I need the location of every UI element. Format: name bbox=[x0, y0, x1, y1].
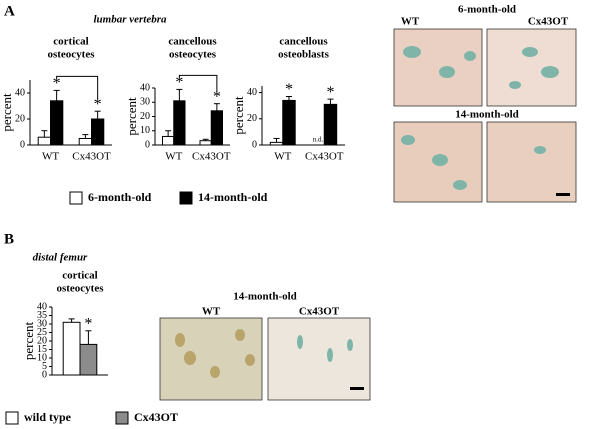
legend-swatch bbox=[69, 191, 83, 205]
image-label: WT bbox=[401, 16, 420, 28]
bar bbox=[210, 110, 223, 146]
panel-letter: A bbox=[4, 3, 15, 19]
legend-swatch bbox=[115, 411, 129, 425]
legend-label: 14-month-old bbox=[198, 190, 268, 204]
panel-letter: B bbox=[4, 231, 14, 247]
x-tick-label: WT bbox=[42, 151, 59, 163]
y-tick-label: 25 bbox=[37, 327, 47, 338]
chart-title: cancellous bbox=[168, 36, 217, 48]
bar bbox=[282, 99, 296, 146]
bar bbox=[50, 100, 64, 146]
value-label: n.d. bbox=[313, 136, 324, 144]
y-tick-label: 40 bbox=[15, 87, 25, 98]
y-tick-label: 5 bbox=[42, 361, 47, 372]
y-tick-label: 40 bbox=[247, 87, 257, 98]
region-label: distal femur bbox=[33, 252, 88, 264]
bracket bbox=[56, 75, 99, 100]
y-tick-label: 35 bbox=[37, 310, 47, 321]
bar bbox=[79, 343, 98, 376]
significance-marker: * bbox=[53, 75, 61, 92]
chart-title: cancellous bbox=[279, 36, 328, 48]
significance-marker: * bbox=[84, 315, 92, 332]
significance-marker: * bbox=[175, 74, 183, 91]
significance-marker: * bbox=[213, 88, 221, 105]
significance-marker: * bbox=[326, 84, 334, 101]
y-tick-label: 20 bbox=[15, 113, 25, 124]
x-tick-label: Cx43OT bbox=[72, 151, 111, 163]
image-label: Cx43OT bbox=[528, 16, 569, 28]
x-tick-label: WT bbox=[165, 151, 182, 163]
bar bbox=[162, 135, 175, 146]
chart-title: osteoblasts bbox=[278, 49, 329, 61]
y-tick-label: 30 bbox=[140, 97, 150, 108]
y-tick-label: 10 bbox=[37, 352, 47, 363]
legend-swatch bbox=[179, 191, 193, 205]
legend-label: 6-month-old bbox=[88, 190, 152, 204]
image-title: 14-month-old bbox=[455, 109, 519, 121]
x-tick-label: WT bbox=[274, 151, 291, 163]
y-tick-label: 0 bbox=[145, 139, 150, 150]
legend-swatch bbox=[5, 411, 19, 425]
significance-marker: * bbox=[94, 96, 102, 113]
bar bbox=[37, 136, 52, 146]
y-tick-label: 0 bbox=[20, 139, 25, 150]
micrographs bbox=[159, 28, 577, 401]
significance-marker: * bbox=[285, 81, 293, 98]
bracket bbox=[178, 74, 218, 92]
bar bbox=[78, 138, 92, 146]
chart-title: cortical bbox=[62, 270, 97, 282]
y-tick-label: 30 bbox=[37, 318, 47, 329]
bar bbox=[323, 103, 338, 146]
bar bbox=[269, 141, 284, 146]
y-tick-label: 15 bbox=[37, 344, 47, 355]
y-tick-label: 20 bbox=[140, 111, 150, 122]
bar bbox=[173, 100, 186, 146]
y-tick-label: 0 bbox=[42, 369, 47, 380]
image-label: WT bbox=[202, 306, 221, 318]
legend-label: wild type bbox=[24, 410, 72, 424]
legend-label: Cx43OT bbox=[134, 410, 178, 424]
y-tick-label: 20 bbox=[37, 335, 47, 346]
chart-title: osteocytes bbox=[47, 49, 95, 61]
y-tick-label: 40 bbox=[37, 301, 47, 312]
image-label: Cx43OT bbox=[299, 306, 340, 318]
bar bbox=[199, 140, 212, 146]
y-axis-label: percent bbox=[124, 97, 139, 136]
chart-title: cortical bbox=[53, 36, 88, 48]
y-tick-label: 40 bbox=[140, 82, 150, 93]
y-axis-label: percent bbox=[21, 321, 36, 360]
y-axis-label: percent bbox=[0, 93, 14, 132]
region-label: lumbar vertebra bbox=[93, 14, 167, 26]
y-axis-label: percent bbox=[231, 96, 246, 135]
y-tick-label: 10 bbox=[140, 125, 150, 136]
image-title: 14-month-old bbox=[233, 291, 297, 303]
bar bbox=[62, 321, 81, 376]
chart-title: osteocytes bbox=[56, 283, 104, 295]
x-tick-label: Cx43OT bbox=[305, 151, 344, 163]
y-tick-label: 20 bbox=[247, 113, 257, 124]
bar bbox=[91, 118, 105, 146]
y-tick-label: 0 bbox=[252, 139, 257, 150]
image-title: 6-month-old bbox=[458, 4, 516, 16]
x-tick-label: Cx43OT bbox=[192, 151, 231, 163]
chart-title: osteocytes bbox=[169, 49, 217, 61]
